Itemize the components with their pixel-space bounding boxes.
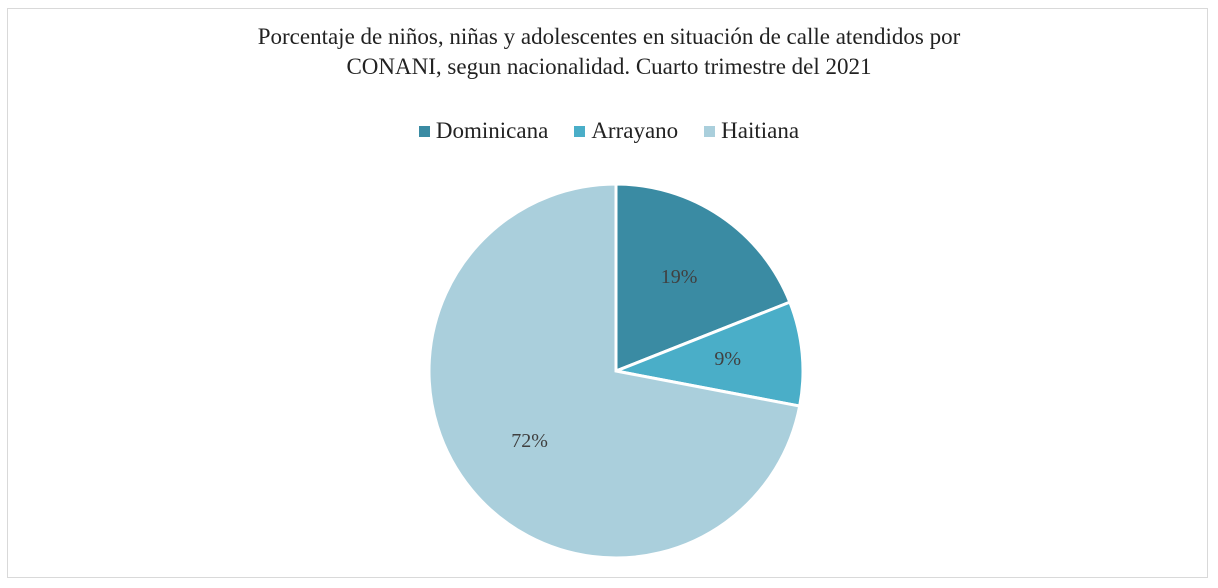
data-label-dominicana: 19%: [661, 266, 698, 288]
chart-title-line-1: Porcentaje de niños, niñas y adolescente…: [257, 24, 961, 49]
legend-swatch-haitiana: [704, 125, 716, 137]
legend-label-arrayano: Arrayano: [591, 118, 679, 143]
legend-swatch-arrayano: [574, 125, 586, 137]
pie-slice-arrayano: [610, 300, 805, 408]
chart-title: Porcentaje de niños, niñas y adolescente…: [0, 22, 1218, 82]
legend-swatch-dominicana: [418, 125, 430, 137]
pie-slice-haitiana: [427, 182, 802, 560]
pie-slice-dominicana: [614, 182, 792, 374]
chart-legend: Dominicana Arrayano Haitiana: [0, 116, 1218, 146]
legend-item-arrayano: Arrayano: [574, 116, 678, 146]
chart-title-line-2: CONANI, segun nacionalidad. Cuarto trime…: [346, 54, 872, 79]
data-label-arrayano: 9%: [714, 348, 741, 370]
legend-item-dominicana: Dominicana: [418, 116, 549, 146]
legend-label-haitiana: Haitiana: [721, 118, 800, 143]
data-label-haitiana: 72%: [511, 430, 548, 452]
legend-item-haitiana: Haitiana: [704, 116, 799, 146]
legend-label-dominicana: Dominicana: [435, 118, 549, 143]
